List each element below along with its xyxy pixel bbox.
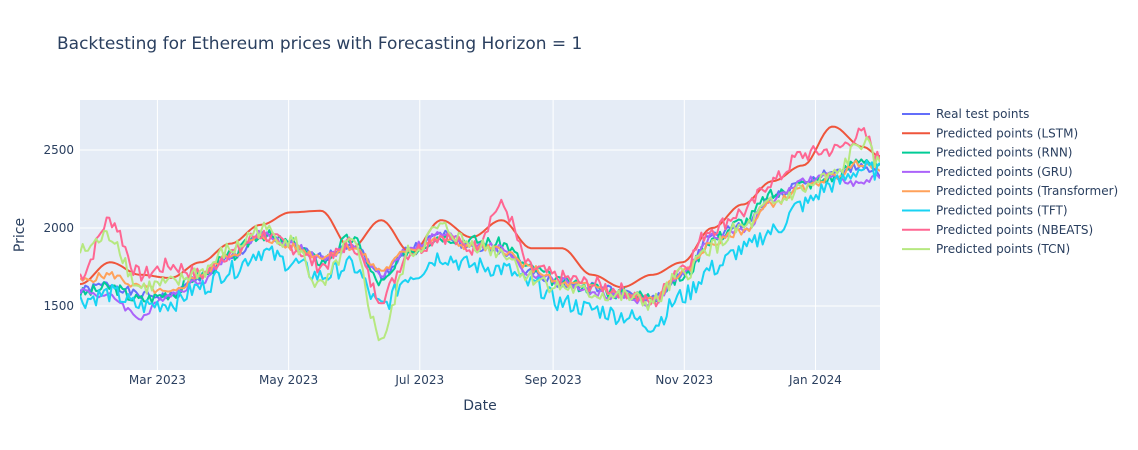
legend: Real test points Predicted points (LSTM) P… <box>902 107 1118 256</box>
legend-label-0: Real test points <box>936 107 1029 121</box>
y-axis-title: Price <box>12 218 28 252</box>
legend-label-6: Predicted points (NBEATS) <box>936 223 1093 237</box>
axis-ticks: 1500 2000 2500 Mar 2023 May 2023 Jul 2023 Sep … <box>43 143 841 387</box>
series-line-7 <box>80 136 880 342</box>
y-tick-label: 2000 <box>43 221 74 235</box>
legend-label-2: Predicted points (RNN) <box>936 146 1072 160</box>
x-tick-label: Jan 2024 <box>788 373 842 387</box>
x-axis-title: Date <box>463 398 496 414</box>
legend-label-4: Predicted points (Transformer) <box>936 184 1118 198</box>
x-tick-label: Mar 2023 <box>129 373 186 387</box>
y-tick-label: 1500 <box>43 299 74 313</box>
x-tick-label: Sep 2023 <box>525 373 582 387</box>
y-tick-label: 2500 <box>43 143 74 157</box>
legend-label-1: Predicted points (LSTM) <box>936 126 1078 140</box>
x-tick-label: May 2023 <box>259 373 318 387</box>
legend-label-5: Predicted points (TFT) <box>936 204 1068 218</box>
legend-label-3: Predicted points (GRU) <box>936 165 1073 179</box>
series-lines <box>80 125 880 342</box>
x-tick-label: Jul 2023 <box>394 373 444 387</box>
chart-title: Backtesting for Ethereum prices with For… <box>57 34 583 54</box>
x-tick-label: Nov 2023 <box>655 373 713 387</box>
legend-label-7: Predicted points (TCN) <box>936 242 1070 256</box>
series-line-1 <box>80 125 880 289</box>
series-line-2 <box>80 158 880 304</box>
series-line-5 <box>80 159 880 333</box>
